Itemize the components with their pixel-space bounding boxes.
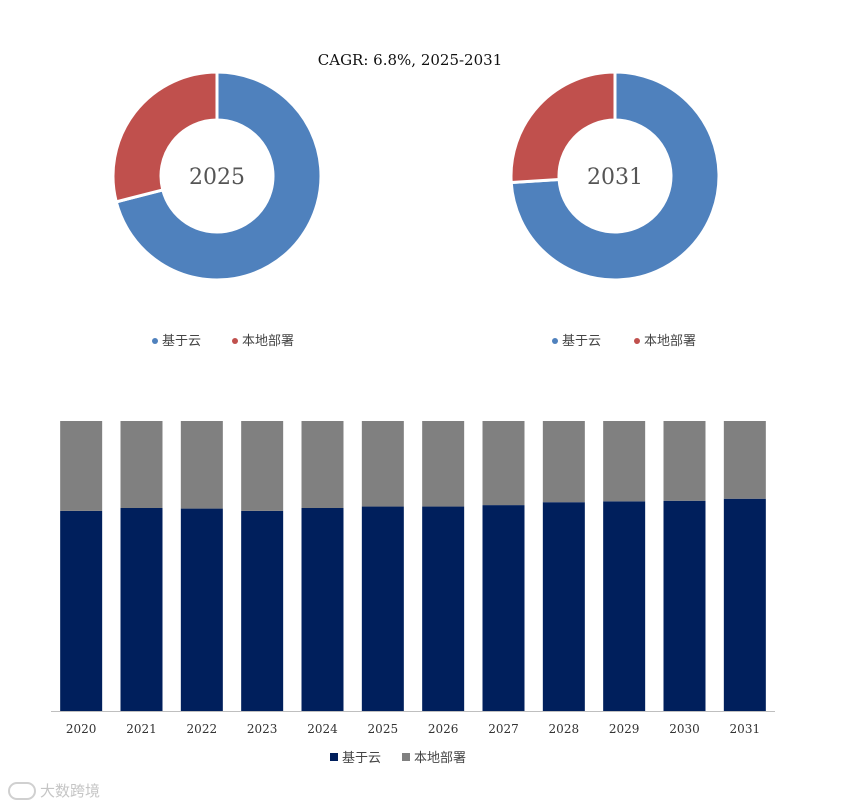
legend-marker [552, 338, 558, 344]
donut-slice-cloud [509, 70, 721, 282]
bar-segment-cloud [422, 506, 465, 711]
bar-segment-cloud [723, 498, 766, 711]
bar-segment-cloud [663, 500, 706, 711]
bar-segment-onprem [482, 421, 525, 506]
bar-segment-cloud [361, 506, 404, 711]
legend-label: 本地部署 [644, 334, 696, 349]
donut-chart-2025: 2025 [111, 70, 323, 282]
x-tick-label: 2026 [428, 722, 459, 736]
donut-2031-legend: 基于云 本地部署 [552, 334, 696, 349]
bar-segment-onprem [241, 421, 284, 511]
legend-marker [152, 338, 158, 344]
donut-slice-onprem [111, 70, 219, 204]
bar-segment-onprem [422, 421, 465, 507]
bar-segment-cloud [482, 505, 525, 711]
donut-center-label: 2025 [189, 165, 245, 190]
chart-title: CAGR: 6.8%, 2025-2031 [318, 51, 502, 69]
bar-segment-onprem [723, 421, 766, 499]
bar-segment-onprem [180, 421, 223, 509]
watermark-logo-icon [8, 781, 36, 800]
bar-chart-legend: 基于云 本地部署 [330, 751, 466, 766]
x-tick-label: 2023 [247, 722, 278, 736]
legend-marker [402, 753, 410, 761]
donut-slice-cloud [114, 70, 323, 282]
donut-center-label: 2031 [587, 165, 643, 190]
bar-segment-cloud [301, 508, 344, 711]
watermark-text: 大数跨境 [40, 782, 101, 800]
x-tick-label: 2031 [730, 722, 761, 736]
watermark: 大数跨境 [8, 780, 100, 801]
x-tick-label: 2027 [488, 722, 519, 736]
x-tick-label: 2029 [609, 722, 640, 736]
x-tick-label: 2020 [66, 722, 97, 736]
bar-segment-cloud [241, 510, 284, 711]
bar-segment-cloud [60, 510, 103, 711]
x-tick-label: 2028 [549, 722, 580, 736]
bar-segment-onprem [301, 421, 344, 508]
legend-marker [634, 338, 640, 344]
stacked-bar-chart: 2020 2021 2022 2023 2024 2025 2026 2027 2028 2029… [51, 421, 775, 736]
legend-label: 本地部署 [414, 751, 466, 766]
x-tick-label: 2021 [126, 722, 157, 736]
bar-segment-onprem [120, 421, 163, 508]
donut-2025-legend: 基于云 本地部署 [152, 334, 294, 349]
legend-marker [330, 753, 338, 761]
x-tick-label: 2025 [368, 722, 399, 736]
bar-segment-onprem [663, 421, 706, 501]
bar-segment-cloud [542, 502, 585, 711]
bar-segment-onprem [361, 421, 404, 507]
bar-segment-onprem [603, 421, 646, 502]
donut-slice-onprem [509, 70, 617, 185]
legend-marker [232, 338, 238, 344]
bar-segment-cloud [603, 501, 646, 711]
legend-label: 基于云 [562, 334, 601, 349]
x-tick-label: 2022 [187, 722, 218, 736]
bar-segment-onprem [542, 421, 585, 503]
donut-chart-2031: 2031 [509, 70, 721, 282]
legend-label: 本地部署 [242, 334, 294, 349]
x-tick-label: 2024 [307, 722, 338, 736]
bar-segment-cloud [120, 508, 163, 711]
x-tick-label: 2030 [669, 722, 700, 736]
legend-label: 基于云 [342, 751, 381, 766]
legend-label: 基于云 [162, 334, 201, 349]
bar-segment-cloud [180, 508, 223, 711]
bar-segment-onprem [60, 421, 103, 511]
